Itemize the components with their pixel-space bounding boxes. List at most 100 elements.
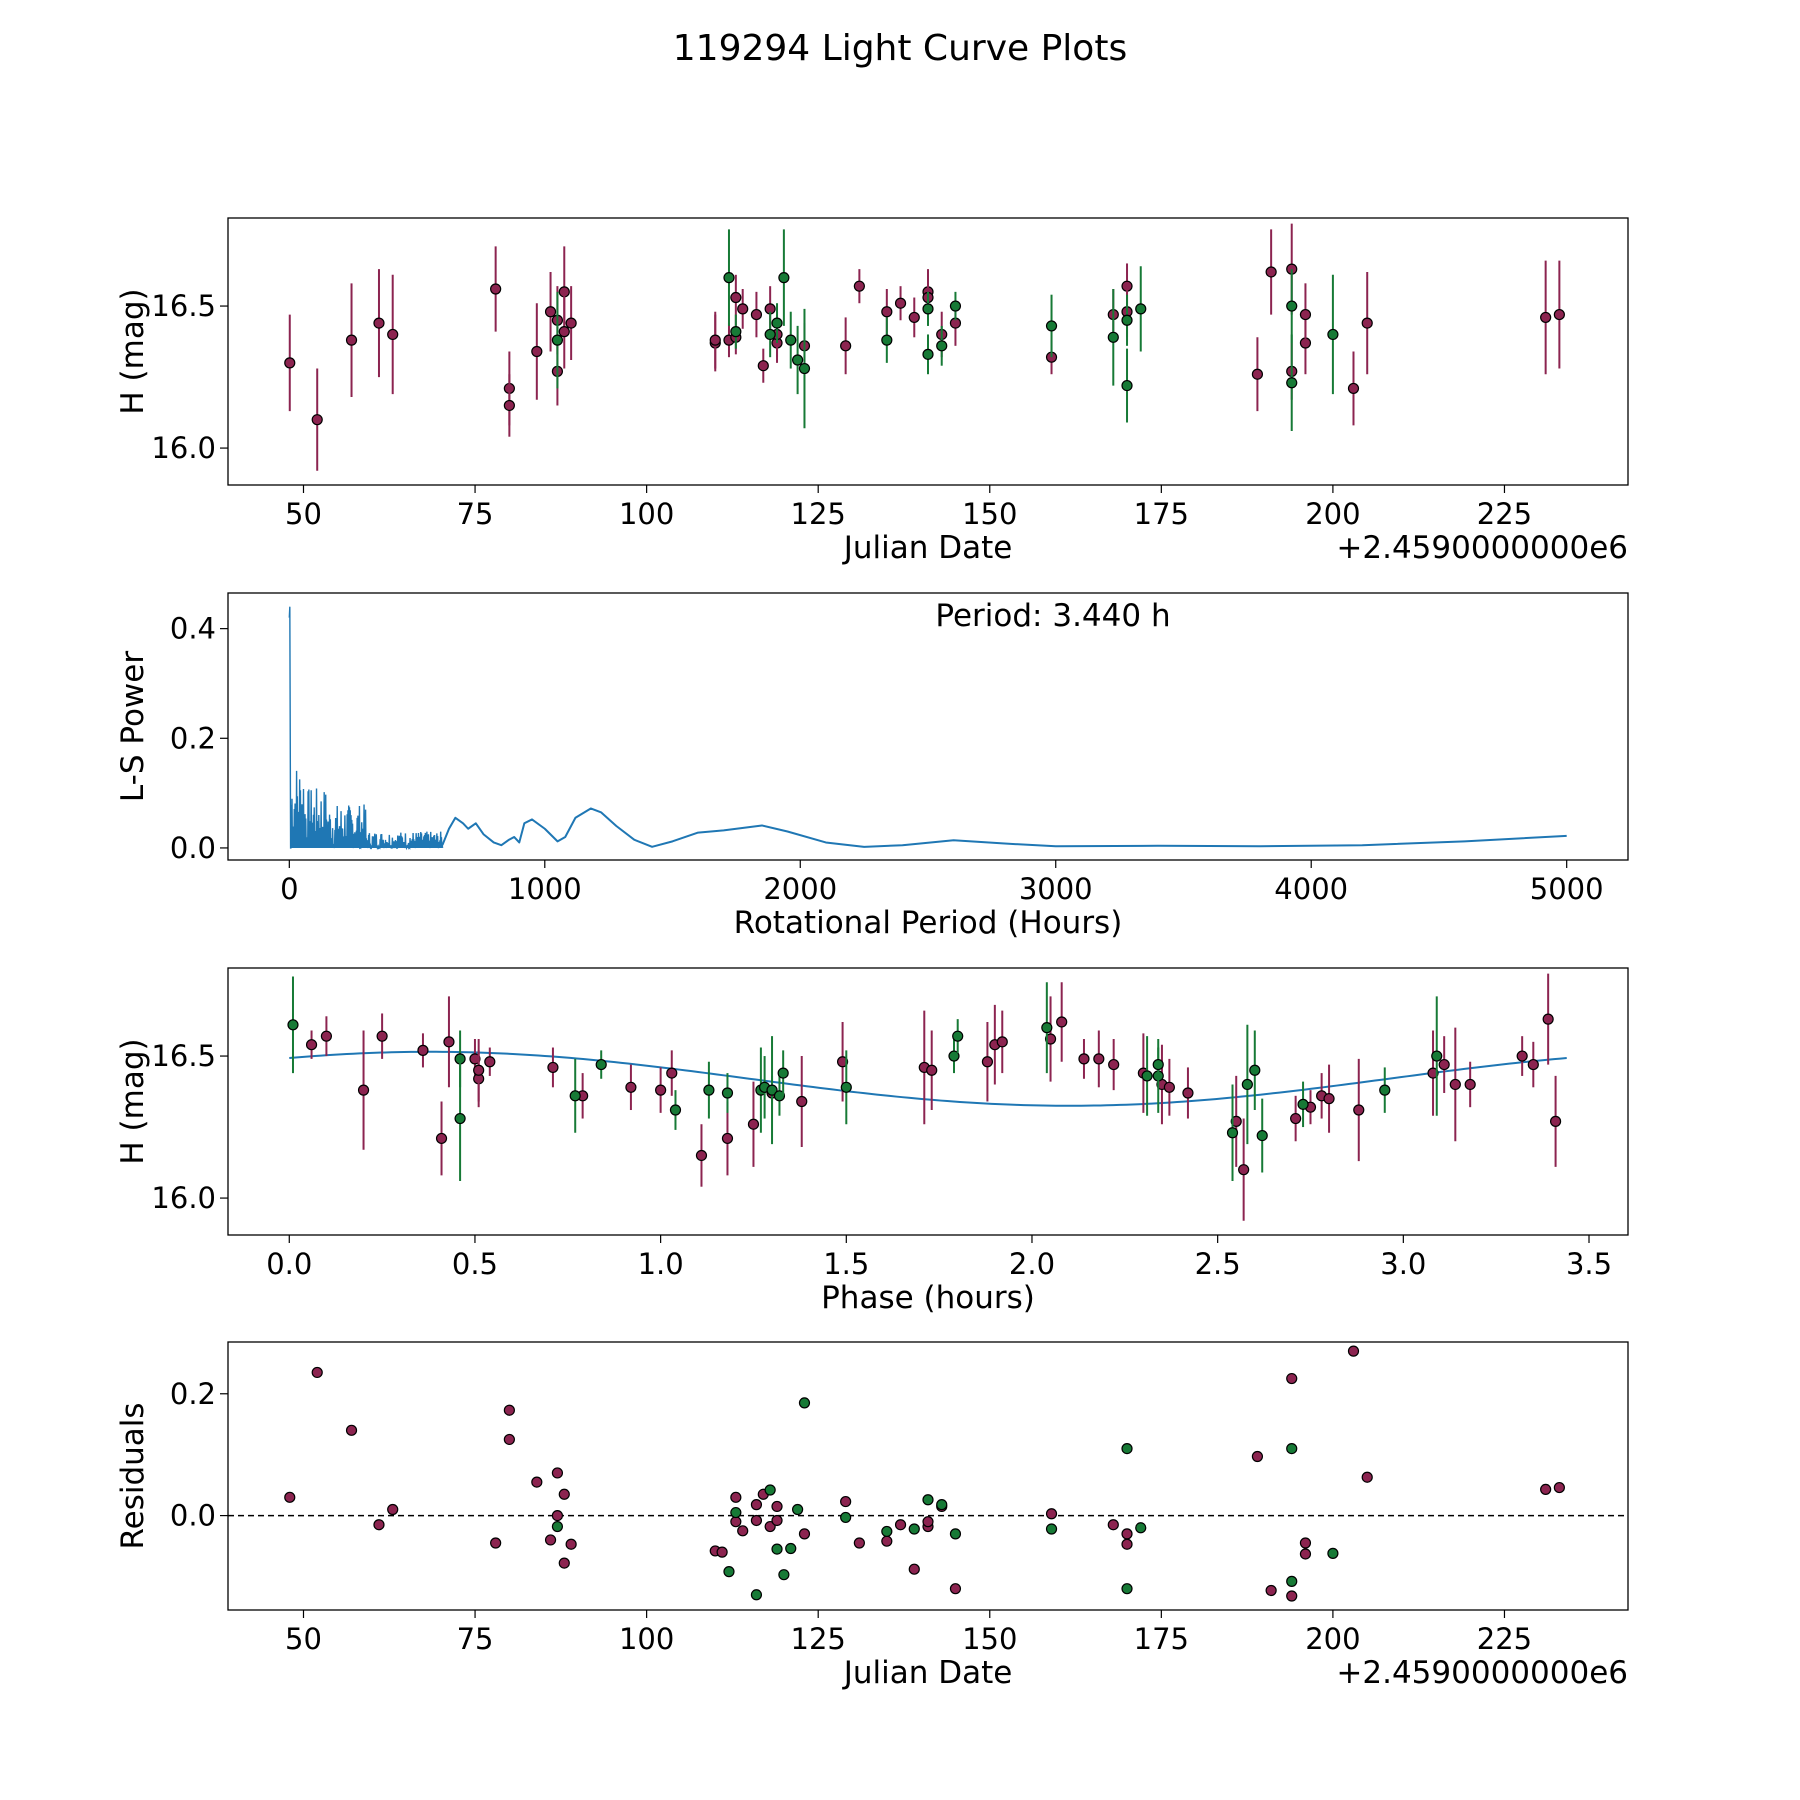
plot-data-layer <box>228 1345 1628 1602</box>
data-point-magenta <box>387 328 399 341</box>
data-point-magenta <box>796 1095 808 1108</box>
data-point-magenta <box>853 280 865 292</box>
data-point-magenta <box>1265 266 1277 278</box>
y-tick-label: 0.2 <box>170 1377 216 1411</box>
data-point-green <box>750 1589 763 1601</box>
data-point-magenta <box>503 1404 515 1416</box>
y-axis-label: H (mag) <box>115 288 151 414</box>
data-point-magenta <box>666 1067 678 1079</box>
data-point-magenta <box>345 334 358 346</box>
x-tick-label: 200 <box>1305 497 1360 531</box>
data-point-magenta <box>531 345 543 358</box>
data-point-magenta <box>1549 1115 1562 1127</box>
y-axis-label: L-S Power <box>115 651 151 802</box>
x-axis-label: Phase (hours) <box>821 1280 1035 1316</box>
data-point-green <box>1327 1547 1339 1559</box>
data-point-green <box>798 1397 811 1409</box>
data-point-magenta <box>1438 1058 1450 1071</box>
x-tick-label: 225 <box>1477 497 1532 531</box>
x-tick-label: 1.5 <box>823 1247 869 1281</box>
data-point-green <box>792 354 804 366</box>
data-point-green <box>771 317 783 329</box>
data-point-magenta <box>1163 1081 1175 1093</box>
x-offset-label: +2.4590000000e6 <box>1336 530 1628 566</box>
y-axis-label: Residuals <box>115 1402 151 1549</box>
data-point-magenta <box>1044 1033 1057 1045</box>
x-tick-label: 125 <box>791 497 846 531</box>
plot-frame <box>227 592 1629 861</box>
data-point-green <box>949 1528 962 1540</box>
data-point-green <box>1121 379 1133 392</box>
data-point-green <box>723 1566 735 1578</box>
plot-data-layer <box>284 223 1565 471</box>
data-point-magenta <box>558 1488 570 1500</box>
period-annotation: Period: 3.440 h <box>935 598 1170 634</box>
data-point-magenta <box>747 1118 760 1130</box>
data-point-magenta <box>531 1476 543 1488</box>
data-point-magenta <box>284 1491 296 1503</box>
data-point-magenta <box>894 297 907 309</box>
data-point-green <box>551 334 564 346</box>
data-point-magenta <box>730 1516 742 1528</box>
data-point-magenta <box>473 1064 485 1076</box>
data-point-green <box>721 1087 734 1099</box>
x-tick-label: 3.0 <box>1380 1247 1426 1281</box>
data-point-green <box>1152 1058 1164 1071</box>
data-point-magenta <box>547 1061 559 1074</box>
x-axis-label: Julian Date <box>842 530 1013 566</box>
data-point-green <box>778 272 790 284</box>
data-point-green <box>922 1494 934 1506</box>
plot-data-layer <box>287 973 1567 1221</box>
data-point-magenta <box>1353 1104 1365 1116</box>
data-point-magenta <box>1251 1450 1264 1463</box>
data-point-green <box>1286 300 1298 312</box>
data-point-magenta <box>565 317 577 329</box>
x-tick-label: 1000 <box>508 872 582 906</box>
data-point-green <box>764 328 776 341</box>
data-point-green <box>936 1499 948 1511</box>
x-tick-label: 3.5 <box>1566 1247 1612 1281</box>
data-point-magenta <box>737 1525 749 1537</box>
periodogram-noise-series <box>288 606 444 851</box>
data-point-green <box>1045 320 1058 332</box>
data-point-magenta <box>721 1132 734 1145</box>
data-point-magenta <box>750 1499 763 1511</box>
data-point-magenta <box>750 1514 763 1527</box>
data-point-magenta <box>284 357 296 369</box>
data-point-green <box>569 1090 581 1102</box>
data-point-green <box>840 1081 852 1093</box>
x-tick-label: 150 <box>962 1622 1017 1656</box>
data-point-magenta <box>484 1056 496 1068</box>
data-point-magenta <box>922 1516 934 1528</box>
x-tick-label: 175 <box>1134 1622 1189 1656</box>
data-point-magenta <box>881 1535 893 1547</box>
data-point-green <box>1327 328 1339 341</box>
x-tick-label: 2000 <box>763 872 837 906</box>
data-point-magenta <box>490 1537 502 1549</box>
data-point-magenta <box>1045 1508 1058 1520</box>
data-point-magenta <box>757 360 769 372</box>
data-point-magenta <box>558 326 570 338</box>
data-point-green <box>908 1523 920 1535</box>
data-point-magenta <box>625 1081 637 1093</box>
x-tick-label: 2.5 <box>1195 1247 1241 1281</box>
x-tick-label: 1.0 <box>638 1247 684 1281</box>
x-tick-label: 100 <box>619 1622 674 1656</box>
data-point-magenta <box>305 1039 318 1051</box>
data-point-green <box>1121 1442 1133 1455</box>
panel-residuals: 50 75 100 125 150 175 200 225 0.0 0.2 Julian Date R… <box>115 1341 1629 1691</box>
y-axis-label: H (mag) <box>115 1038 151 1164</box>
y-tick-label: 0.2 <box>170 721 216 755</box>
data-point-magenta <box>908 311 920 324</box>
data-point-green <box>730 1506 742 1519</box>
data-point-magenta <box>1347 382 1360 395</box>
data-point-magenta <box>881 306 893 318</box>
data-point-magenta <box>1427 1067 1439 1079</box>
data-point-green <box>1256 1129 1268 1142</box>
data-point-magenta <box>771 1500 783 1513</box>
x-tick-label: 75 <box>457 497 494 531</box>
data-point-magenta <box>1093 1053 1105 1065</box>
data-point-magenta <box>981 1056 994 1068</box>
x-tick-label: 2.0 <box>1009 1247 1055 1281</box>
